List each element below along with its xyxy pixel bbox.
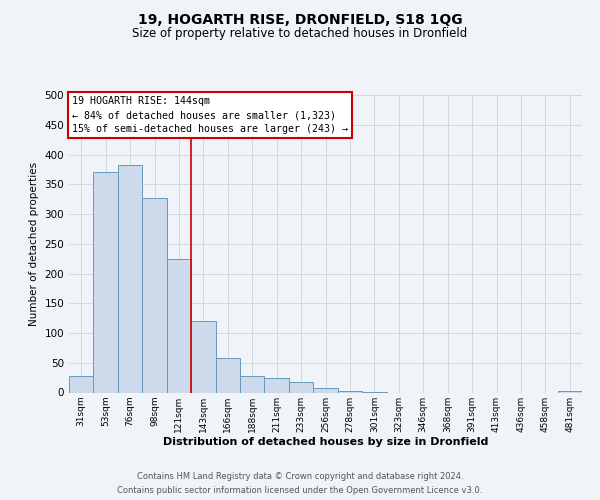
Text: Contains HM Land Registry data © Crown copyright and database right 2024.: Contains HM Land Registry data © Crown c… [137, 472, 463, 481]
Bar [142, 198, 167, 392]
Text: Contains public sector information licensed under the Open Government Licence v3: Contains public sector information licen… [118, 486, 482, 495]
Bar [313, 388, 338, 392]
Bar [240, 376, 265, 392]
Text: Size of property relative to detached houses in Dronfield: Size of property relative to detached ho… [133, 28, 467, 40]
Text: 19 HOGARTH RISE: 144sqm
← 84% of detached houses are smaller (1,323)
15% of semi: 19 HOGARTH RISE: 144sqm ← 84% of detache… [71, 96, 347, 134]
Y-axis label: Number of detached properties: Number of detached properties [29, 162, 39, 326]
Bar [191, 321, 215, 392]
Bar [94, 172, 118, 392]
Bar [69, 376, 94, 392]
Text: 19, HOGARTH RISE, DRONFIELD, S18 1QG: 19, HOGARTH RISE, DRONFIELD, S18 1QG [137, 12, 463, 26]
Bar [215, 358, 240, 392]
X-axis label: Distribution of detached houses by size in Dronfield: Distribution of detached houses by size … [163, 437, 488, 447]
Bar [265, 378, 289, 392]
Bar [289, 382, 313, 392]
Bar [118, 164, 142, 392]
Bar [167, 258, 191, 392]
